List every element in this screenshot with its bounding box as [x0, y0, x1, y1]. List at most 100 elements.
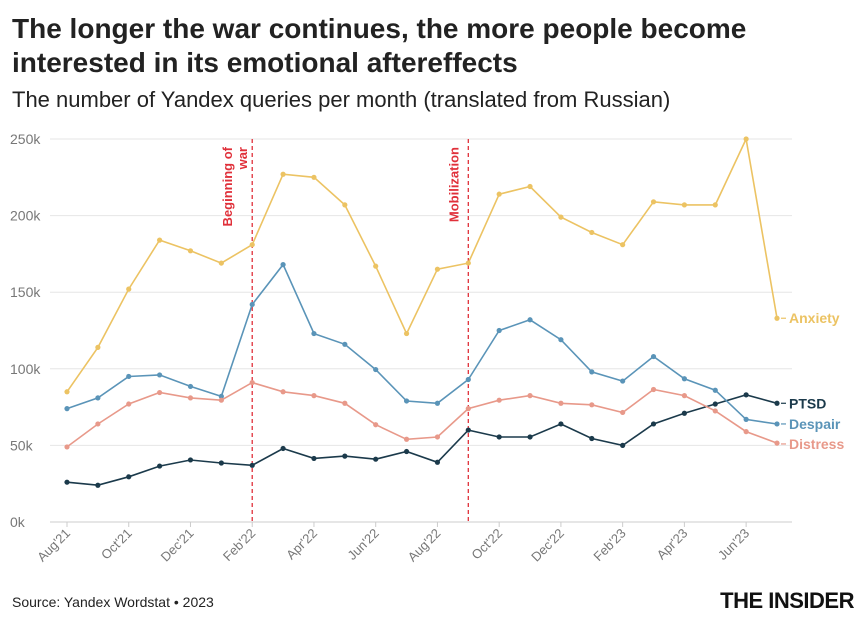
data-point-anxiety: [650, 199, 657, 205]
data-point-distress: [465, 406, 471, 412]
data-point-anxiety: [774, 315, 780, 321]
data-point-distress: [126, 401, 132, 407]
y-tick-label: 0k: [10, 514, 26, 530]
x-tick-label: Aug'22: [405, 526, 444, 565]
data-point-ptsd: [650, 421, 657, 427]
x-tick-label: Jun'22: [344, 526, 381, 563]
x-tick-label: Apr'23: [654, 526, 691, 563]
series-label-anxiety: Anxiety: [789, 310, 840, 326]
data-point-despair: [589, 369, 595, 375]
data-point-anxiety: [373, 263, 379, 269]
data-point-despair: [558, 337, 564, 343]
data-point-ptsd: [342, 453, 348, 459]
data-point-ptsd: [373, 456, 379, 462]
chart-subtitle: The number of Yandex queries per month (…: [12, 87, 671, 112]
data-point-distress: [650, 386, 657, 393]
data-point-despair: [373, 366, 379, 373]
data-point-anxiety: [403, 330, 410, 337]
data-point-distress: [95, 421, 101, 427]
annotation-label: Mobilization: [446, 147, 461, 222]
data-point-ptsd: [712, 401, 718, 407]
data-point-ptsd: [496, 434, 502, 440]
data-point-ptsd: [249, 462, 255, 468]
data-point-distress: [774, 440, 780, 446]
x-tick-label: Oct'21: [98, 526, 135, 563]
series-line-ptsd: [66, 393, 778, 487]
data-point-anxiety: [743, 136, 749, 142]
data-point-distress: [589, 402, 595, 408]
data-point-distress: [434, 434, 441, 440]
data-point-despair: [527, 317, 533, 323]
data-point-anxiety: [342, 202, 348, 208]
y-tick-label: 150k: [10, 284, 41, 300]
series-label-ptsd: PTSD: [789, 395, 826, 411]
data-point-ptsd: [620, 442, 626, 448]
data-point-ptsd: [187, 457, 194, 463]
data-point-despair: [650, 353, 657, 360]
data-point-ptsd: [280, 445, 286, 452]
series-label-despair: Despair: [789, 416, 841, 432]
data-point-despair: [434, 400, 441, 406]
data-point-despair: [743, 416, 749, 422]
data-point-ptsd: [311, 455, 317, 462]
data-point-despair: [126, 373, 132, 380]
data-point-anxiety: [218, 260, 224, 266]
data-point-distress: [743, 429, 749, 435]
data-point-ptsd: [434, 459, 441, 465]
data-point-despair: [280, 262, 286, 268]
y-tick-label: 250k: [10, 131, 41, 147]
data-point-anxiety: [64, 389, 70, 395]
y-tick-label: 100k: [10, 361, 41, 377]
data-point-anxiety: [95, 344, 101, 350]
data-point-despair: [95, 395, 101, 401]
x-tick-label: Feb'22: [220, 526, 258, 564]
data-point-ptsd: [157, 463, 163, 469]
annotation-label: Beginning ofwar: [220, 146, 250, 226]
data-point-distress: [187, 395, 194, 401]
data-point-despair: [64, 406, 70, 412]
data-point-anxiety: [311, 174, 317, 180]
data-point-anxiety: [589, 229, 595, 236]
data-point-despair: [403, 398, 410, 404]
x-tick-label: Dec'21: [158, 526, 197, 565]
data-point-ptsd: [403, 448, 410, 455]
chart-title: The longer the war continues, the more p…: [12, 13, 747, 78]
data-point-anxiety: [558, 214, 564, 220]
data-point-distress: [403, 436, 410, 442]
data-point-ptsd: [558, 421, 564, 427]
data-point-ptsd: [589, 435, 595, 442]
data-point-distress: [249, 379, 255, 386]
y-tick-label: 200k: [10, 208, 41, 224]
series-label-distress: Distress: [789, 436, 844, 452]
data-point-despair: [187, 383, 194, 390]
data-point-distress: [342, 400, 348, 406]
data-point-anxiety: [280, 171, 286, 177]
x-tick-label: Apr'22: [283, 526, 320, 563]
data-point-distress: [373, 422, 379, 428]
data-point-anxiety: [157, 237, 163, 243]
data-point-anxiety: [434, 266, 441, 272]
x-tick-label: Dec'22: [528, 526, 567, 565]
x-tick-label: Oct'22: [468, 526, 505, 563]
x-tick-label: Jun'23: [715, 526, 752, 563]
data-point-anxiety: [496, 191, 502, 197]
data-point-despair: [465, 376, 471, 383]
data-point-despair: [496, 327, 502, 334]
data-point-ptsd: [95, 482, 101, 488]
y-tick-label: 50k: [10, 437, 34, 453]
data-point-despair: [712, 387, 718, 393]
data-point-anxiety: [187, 248, 194, 254]
data-point-distress: [681, 393, 687, 399]
data-point-despair: [774, 421, 780, 427]
data-point-anxiety: [620, 242, 626, 248]
data-point-distress: [496, 397, 502, 403]
data-point-anxiety: [527, 183, 533, 190]
data-point-anxiety: [126, 286, 132, 292]
data-point-ptsd: [465, 427, 471, 433]
source-note: Source: Yandex Wordstat • 2023: [12, 594, 214, 610]
data-point-despair: [311, 330, 317, 337]
data-point-ptsd: [681, 410, 687, 416]
data-point-ptsd: [527, 434, 533, 440]
data-point-distress: [311, 393, 317, 399]
